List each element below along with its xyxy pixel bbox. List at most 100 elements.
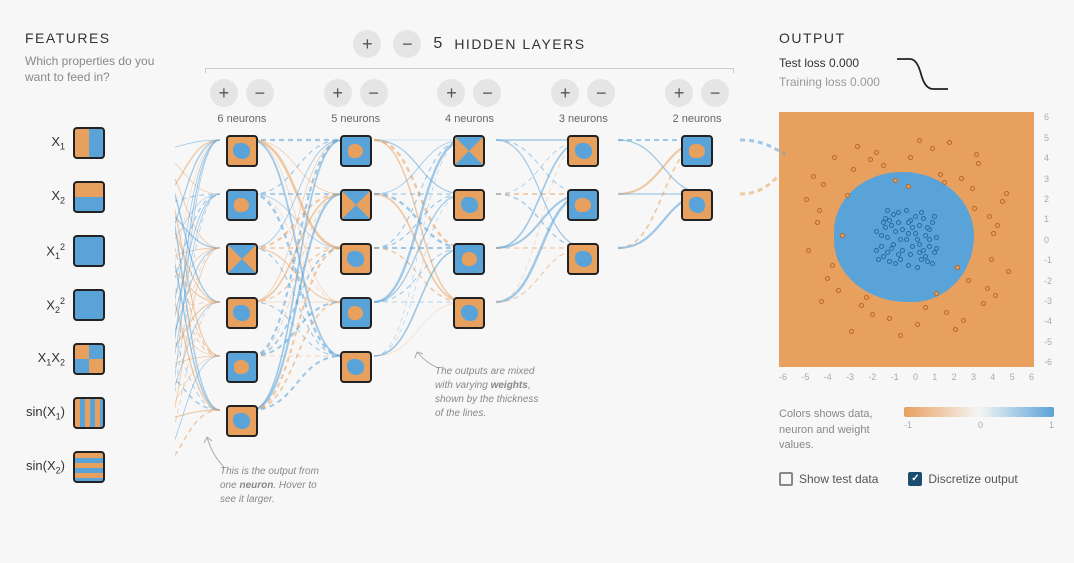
data-point (887, 316, 892, 321)
feature-neuron[interactable] (73, 397, 105, 429)
data-point (874, 150, 879, 155)
feature-item-sinx1[interactable]: sin(X1) (25, 397, 175, 429)
hidden-neuron[interactable] (567, 243, 599, 275)
data-point (917, 250, 922, 255)
layer-column-3: +− 3 neurons (551, 79, 615, 437)
hidden-neuron[interactable] (226, 297, 258, 329)
data-point (991, 231, 996, 236)
hidden-neuron[interactable] (226, 243, 258, 275)
remove-neuron-button[interactable]: − (701, 79, 729, 107)
train-loss-value: 0.000 (850, 75, 880, 89)
train-loss-label: Training loss (779, 75, 847, 89)
y-axis-ticks: 6543210-1-2-3-4-5-6 (1044, 112, 1052, 367)
remove-neuron-button[interactable]: − (360, 79, 388, 107)
layers-row: +−6 neurons+−5 neurons+−4 neurons+−3 neu… (175, 79, 764, 437)
data-point (887, 259, 892, 264)
hidden-neuron[interactable] (681, 135, 713, 167)
feature-label: X2 (25, 188, 73, 206)
checkbox-row: Show test data Discretize output (779, 472, 1054, 486)
data-point (896, 210, 901, 215)
add-neuron-button[interactable]: + (665, 79, 693, 107)
hidden-neuron[interactable] (567, 135, 599, 167)
layer-column-0: +−6 neurons (210, 79, 274, 437)
data-point (934, 246, 939, 251)
hidden-neuron[interactable] (340, 243, 372, 275)
data-point (898, 257, 903, 262)
data-point (830, 263, 835, 268)
add-neuron-button[interactable]: + (437, 79, 465, 107)
data-point (817, 208, 822, 213)
layer-count-label: 3 neurons (559, 113, 608, 125)
feature-list: X1X2X12X22X1X2sin(X1)sin(X2) (25, 127, 175, 483)
hidden-neuron[interactable] (226, 351, 258, 383)
legend-row: Colors shows data, neuron and weight val… (779, 407, 1054, 453)
hidden-neuron[interactable] (226, 405, 258, 437)
hidden-neuron[interactable] (340, 297, 372, 329)
add-neuron-button[interactable]: + (324, 79, 352, 107)
features-title: FEATURES (25, 30, 175, 46)
data-point (906, 263, 911, 268)
layer-count-label: 2 neurons (673, 113, 722, 125)
add-neuron-button[interactable]: + (210, 79, 238, 107)
feature-label: X12 (25, 242, 73, 261)
feature-neuron[interactable] (73, 343, 105, 375)
add-neuron-button[interactable]: + (551, 79, 579, 107)
feature-neuron[interactable] (73, 181, 105, 213)
data-point (995, 223, 1000, 228)
feature-item-x2sq[interactable]: X22 (25, 289, 175, 321)
data-point (989, 257, 994, 262)
feature-item-x2[interactable]: X2 (25, 181, 175, 213)
data-point (966, 278, 971, 283)
feature-neuron[interactable] (73, 127, 105, 159)
feature-label: X1X2 (25, 350, 73, 368)
data-point (876, 257, 881, 262)
remove-layer-button[interactable]: − (393, 30, 421, 58)
hidden-neuron[interactable] (340, 135, 372, 167)
data-point (900, 248, 905, 253)
network-area: + − 5 HIDDEN LAYERS +−6 neurons+−5 neuro… (175, 30, 764, 505)
feature-neuron[interactable] (73, 289, 105, 321)
discretize-output-checkbox[interactable]: Discretize output (908, 472, 1017, 486)
features-column: FEATURES Which properties do you want to… (25, 30, 175, 505)
feature-item-sinx2[interactable]: sin(X2) (25, 451, 175, 483)
colorbar: -1 0 1 (904, 407, 1054, 430)
data-point (917, 223, 922, 228)
hidden-neuron[interactable] (453, 135, 485, 167)
layer-column-2: +−4 neurons (437, 79, 501, 437)
feature-item-x1sq[interactable]: X12 (25, 235, 175, 267)
add-layer-button[interactable]: + (353, 30, 381, 58)
hidden-neuron[interactable] (340, 351, 372, 383)
data-point (904, 208, 909, 213)
hidden-neuron[interactable] (567, 189, 599, 221)
data-point (881, 163, 886, 168)
data-point (930, 220, 935, 225)
feature-neuron[interactable] (73, 235, 105, 267)
hidden-neuron[interactable] (226, 135, 258, 167)
output-plot[interactable]: 6543210-1-2-3-4-5-6 (779, 112, 1034, 367)
data-point (925, 225, 930, 230)
legend-text: Colors shows data, neuron and weight val… (779, 407, 889, 453)
feature-item-x1[interactable]: X1 (25, 127, 175, 159)
annotation-neuron: This is the output from one neuron. Hove… (220, 465, 330, 507)
data-point (981, 301, 986, 306)
hidden-neuron[interactable] (681, 189, 713, 221)
show-test-data-checkbox[interactable]: Show test data (779, 472, 878, 486)
feature-label: X1 (25, 134, 73, 152)
hidden-neuron[interactable] (453, 297, 485, 329)
hidden-neuron[interactable] (226, 189, 258, 221)
data-point (879, 244, 884, 249)
hidden-neuron[interactable] (340, 189, 372, 221)
remove-neuron-button[interactable]: − (473, 79, 501, 107)
feature-neuron[interactable] (73, 451, 105, 483)
feature-item-x1x2[interactable]: X1X2 (25, 343, 175, 375)
remove-neuron-button[interactable]: − (246, 79, 274, 107)
data-point (930, 261, 935, 266)
data-point (864, 295, 869, 300)
data-point (825, 276, 830, 281)
remove-neuron-button[interactable]: − (587, 79, 615, 107)
colorbar-min: -1 (904, 420, 912, 430)
hidden-neuron[interactable] (453, 243, 485, 275)
hidden-neuron[interactable] (453, 189, 485, 221)
data-point (849, 329, 854, 334)
loss-curve-icon (895, 54, 950, 92)
